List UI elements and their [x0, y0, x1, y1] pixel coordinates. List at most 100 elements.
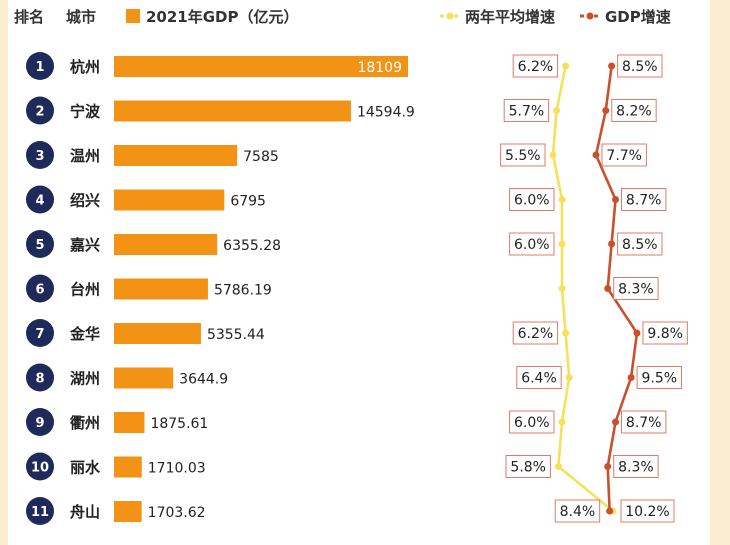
gdp-growth-point [608, 240, 616, 248]
gdp-value-label: 7585 [243, 149, 279, 165]
line2-legend-marker [580, 12, 600, 20]
avg-growth-label: 6.0% [514, 415, 550, 431]
gdp-growth-label-box [617, 232, 663, 256]
gdp-value-label: 6795 [230, 194, 266, 210]
gdp-growth-label-box [621, 410, 667, 434]
labels-layer: 6.2% 5.7% 5.5% 6.0% 6.0% 6.2% 6.4% 6.0% 5.8% 10.2… [500, 54, 688, 523]
city-label: 温州 [70, 147, 100, 165]
avg-growth-segment [557, 465, 614, 513]
gdp-growth-segment [594, 110, 608, 156]
gdp-chart: 排名 城市 2021年GDP（亿元） 两年平均增速 GDP增速 1 杭州 18109… [14, 8, 688, 525]
rank-number: 11 [31, 505, 49, 520]
rank-badge [26, 96, 54, 125]
avg-growth-label-box [509, 410, 555, 434]
gdp-value-label: 3644.9 [179, 372, 228, 388]
avg-growth-segment [557, 421, 564, 467]
gdp-growth-segment [606, 243, 613, 289]
avg-growth-point [554, 463, 562, 470]
gdp-growth-segment [606, 421, 617, 467]
rank-badge [26, 408, 54, 436]
avg-growth-label: 6.0% [514, 193, 550, 209]
avg-growth-segment [560, 377, 571, 423]
gdp-value-label: 1875.61 [150, 416, 208, 432]
avg-growth-segment [551, 110, 558, 156]
avg-growth-label: 6.2% [518, 59, 554, 75]
gdp-bar [114, 412, 145, 433]
gdp-growth-point [604, 463, 612, 470]
gdp-growth-label: 8.3% [618, 282, 654, 298]
rank-badge [26, 319, 54, 347]
gdp-growth-segment [614, 377, 633, 423]
city-label: 丽水 [70, 459, 101, 477]
gdp-growth-label-box [613, 277, 659, 300]
gdp-growth-segment [604, 65, 613, 111]
avg-growth-segment [551, 154, 564, 200]
rank-number: 1 [35, 60, 44, 75]
rank-number: 3 [35, 149, 44, 164]
avg-growth-label: 6.0% [514, 237, 550, 253]
avg-growth-label: 5.5% [505, 148, 541, 164]
gdp-growth-point [633, 329, 641, 337]
gdp-growth-point [612, 418, 619, 426]
avg-growth-point [549, 151, 557, 159]
city-label: 绍兴 [70, 192, 100, 210]
city-label: 舟山 [70, 503, 100, 521]
city-label: 台州 [70, 281, 100, 299]
rank-badge [26, 52, 54, 80]
avg-growth-point [553, 107, 561, 114]
rank-column-label: 排名 [14, 8, 44, 26]
gdp-growth-label: 9.5% [642, 371, 678, 387]
avg-growth-label-box [500, 143, 546, 167]
bar-legend-swatch [126, 9, 140, 23]
gdp-value-label: 6355.28 [223, 238, 281, 254]
avg-growth-label-box [509, 188, 555, 211]
city-label: 嘉兴 [69, 236, 100, 254]
gdp-bar [114, 323, 201, 344]
city-label: 金华 [69, 325, 100, 343]
gdp-value-label: 5355.44 [207, 327, 265, 343]
gdp-growth-label: 9.8% [647, 326, 683, 342]
rank-number: 6 [35, 283, 44, 298]
rank-badge [26, 363, 54, 392]
avg-growth-label: 5.7% [509, 104, 545, 120]
avg-growth-label: 6.4% [521, 371, 557, 387]
gdp-growth-label-box [611, 99, 657, 122]
gdp-growth-label: 8.5% [622, 59, 658, 75]
gdp-growth-label-box [617, 54, 663, 78]
gdp-growth-label: 8.7% [626, 193, 662, 209]
gdp-growth-point [602, 107, 610, 114]
rank-number: 5 [35, 238, 44, 253]
gdp-growth-label-box [613, 455, 659, 478]
gdp-growth-segment [606, 287, 639, 334]
city-label: 杭州 [70, 58, 100, 76]
lines-layer [549, 62, 641, 515]
gdp-growth-segment [610, 199, 617, 245]
avg-growth-point [565, 374, 573, 381]
gdp-growth-label-box [636, 366, 682, 389]
gdp-bar [114, 145, 238, 166]
city-label: 宁波 [70, 103, 101, 121]
avg-growth-label-box [620, 499, 675, 523]
avg-growth-point [558, 285, 566, 292]
gdp-growth-point [592, 151, 600, 159]
avg-growth-label-box [505, 455, 551, 478]
rank-badge [26, 230, 54, 258]
gdp-value-label: 1710.03 [148, 461, 206, 477]
avg-growth-label-box [503, 99, 550, 122]
gdp-bar [114, 278, 208, 300]
gdp-bar [114, 234, 218, 255]
gdp-value-label: 1703.62 [148, 505, 206, 521]
rank-badge [26, 185, 54, 214]
city-label: 湖州 [70, 370, 100, 388]
gdp-growth-point [604, 285, 612, 292]
gdp-growth-segment [594, 154, 617, 201]
gdp-bar [114, 189, 225, 211]
gdp-bar [114, 56, 408, 77]
line2-legend-label: GDP增速 [605, 8, 671, 26]
gdp-bar [114, 456, 142, 478]
gdp-growth-point [627, 374, 635, 381]
chart-header: 排名 城市 2021年GDP（亿元） 两年平均增速 GDP增速 [14, 8, 671, 26]
avg-growth-label: 10.2% [625, 504, 669, 520]
avg-growth-point [558, 418, 566, 426]
